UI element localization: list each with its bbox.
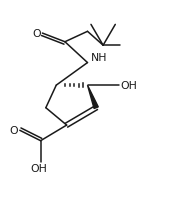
Text: OH: OH	[30, 164, 47, 173]
Text: NH: NH	[91, 53, 107, 62]
Text: OH: OH	[120, 81, 137, 91]
Polygon shape	[88, 86, 98, 109]
Text: O: O	[32, 29, 41, 39]
Text: O: O	[9, 126, 18, 136]
